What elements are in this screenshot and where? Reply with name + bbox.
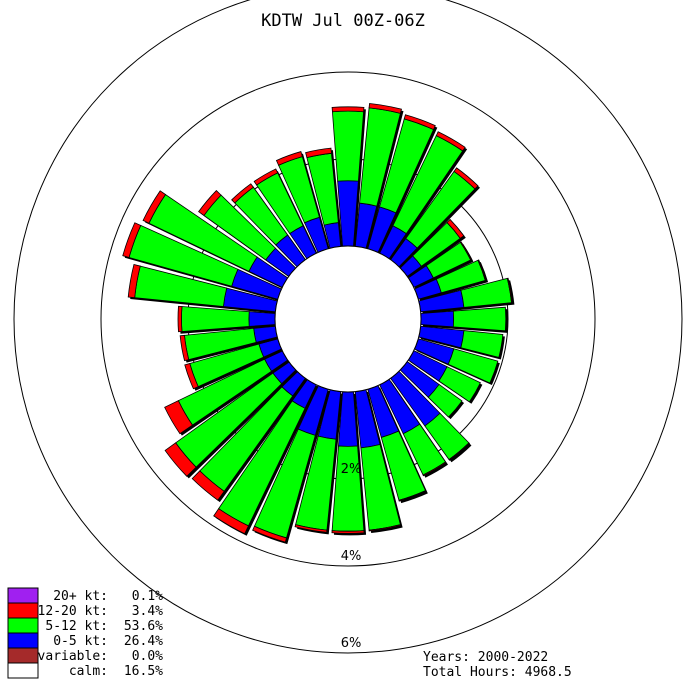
bar-segment-270-12-20-kt	[177, 305, 183, 333]
bar-segment-300-12-20-kt	[142, 190, 167, 224]
bar-segment-330-12-20-kt	[253, 168, 279, 186]
bar-segment-180-12-20-kt	[331, 530, 365, 534]
legend-value-0: 0.1%	[132, 589, 163, 604]
bar-segment-280-12-20-kt	[127, 263, 141, 299]
legend-value-3: 26.4%	[124, 634, 163, 649]
bar-segment-40-12-20-kt	[453, 167, 479, 190]
legend-swatch-5	[7, 662, 39, 679]
ring-labels: 2% 4% 6%	[341, 462, 362, 651]
calm-center-circle	[274, 245, 422, 393]
legend-swatch-1	[7, 602, 39, 619]
legend-label-3: 0-5 kt:	[53, 634, 108, 649]
bar-segment-360-12-20-kt	[331, 106, 365, 113]
ring-label-1: 2%	[341, 462, 362, 477]
bar-segment-60-12-20-kt	[459, 241, 472, 261]
bar-segment-190-12-20-kt	[294, 524, 328, 533]
bar-segment-240-12-20-kt	[164, 400, 194, 435]
ring-2	[100, 71, 596, 567]
bar-segment-30-12-20-kt	[435, 131, 466, 152]
bar-segment-170-12-20-kt	[368, 524, 402, 532]
legend-label-1: 12-20 kt:	[38, 604, 108, 619]
ring-label-2: 4%	[341, 549, 362, 564]
legend-swatch-0	[7, 587, 39, 604]
chart-title: KDTW Jul 00Z-06Z	[261, 11, 425, 31]
bar-segment-260-12-20-kt	[179, 334, 190, 362]
bar-segment-270-0-5-kt	[248, 311, 276, 327]
bar-segment-340-12-20-kt	[275, 151, 303, 166]
bar-segment-250-12-20-kt	[184, 362, 199, 390]
bar-segment-70-12-20-kt	[477, 259, 487, 281]
bar-segment-50-12-20-kt	[446, 218, 465, 239]
bar-segment-110-5-12-kt	[447, 348, 499, 384]
bar-segment-150-12-20-kt	[422, 461, 447, 477]
legend-value-4: 0.0%	[132, 649, 163, 664]
bar-segment-100-5-12-kt	[460, 330, 504, 358]
bar-segment-350-12-20-kt	[305, 147, 332, 159]
bar-segment-360-5-12-kt	[331, 110, 365, 182]
ring-label-3: 6%	[341, 636, 362, 651]
legend-swatch-3	[7, 632, 39, 649]
bar-segment-290-12-20-kt	[122, 222, 142, 258]
legend: 20+ kt: 0.1% 12-20 kt: 3.4% 5-12 kt: 53.6% 0-5…	[7, 587, 163, 679]
bar-segment-90-0-5-kt	[420, 310, 455, 328]
legend-label-4: variable:	[38, 649, 108, 664]
bar-segment-320-12-20-kt	[231, 183, 254, 204]
bar-segment-80-12-20-kt	[506, 277, 513, 304]
bar-segment-160-12-20-kt	[398, 490, 427, 502]
bar-layer	[122, 103, 515, 545]
legend-swatch-2	[7, 617, 39, 634]
ring-3	[13, 0, 683, 654]
bar-segment-210-12-20-kt	[213, 508, 249, 535]
bar-segment-90-5-12-kt	[452, 306, 507, 332]
bar-segment-20-12-20-kt	[403, 114, 436, 131]
legend-value-5: 16.5%	[124, 664, 163, 679]
legend-label-2: 5-12 kt:	[45, 619, 108, 634]
bar-segment-200-12-20-kt	[252, 525, 287, 543]
bar-segment-220-12-20-kt	[191, 470, 225, 501]
legend-value-1: 3.4%	[132, 604, 163, 619]
legend-label-5: calm:	[69, 664, 108, 679]
legend-label-0: 20+ kt:	[53, 589, 108, 604]
total-hours-text: Total Hours: 4968.5	[423, 665, 572, 680]
years-text: Years: 2000-2022	[423, 650, 548, 665]
bar-segment-230-12-20-kt	[164, 442, 197, 477]
bar-segment-120-5-12-kt	[438, 366, 481, 403]
bar-segment-310-12-20-kt	[198, 189, 222, 217]
bar-segment-140-12-20-kt	[448, 442, 471, 461]
legend-value-2: 53.6%	[124, 619, 163, 634]
bar-segment-130-5-12-kt	[427, 383, 463, 418]
legend-swatch-4	[7, 647, 39, 664]
bar-segment-10-12-20-kt	[368, 103, 402, 114]
